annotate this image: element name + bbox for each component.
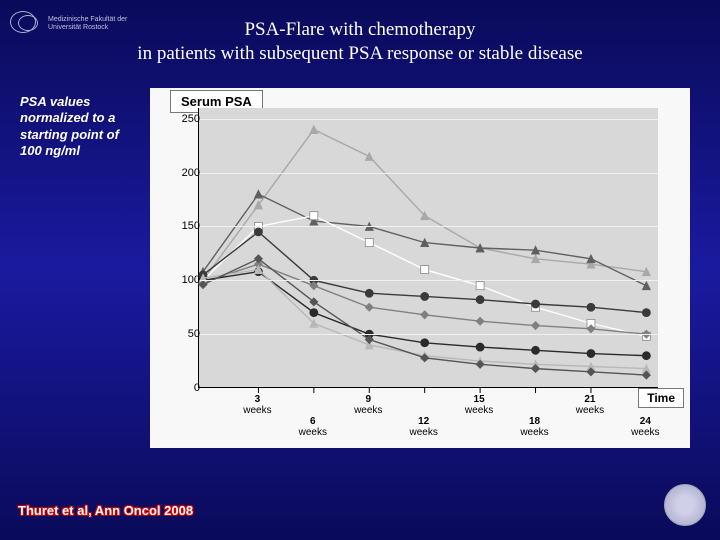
logo-swirl-icon [8,9,42,39]
grid-line [199,280,658,281]
citation: Thuret et al, Ann Oncol 2008 [18,503,193,518]
grid-line [199,334,658,335]
y-tick-label: 50 [180,328,200,340]
x-tick-label: 9weeks [348,394,388,416]
series-marker [254,228,262,236]
series-marker [365,303,373,311]
series-marker [254,190,262,198]
series-marker [532,322,540,330]
chart-x-label: Time [638,388,684,408]
grid-line [199,173,658,174]
series-marker [310,309,318,317]
psa-chart: Serum PSA Time 0501001502002503weeks9wee… [150,88,690,448]
y-tick-label: 250 [180,113,200,125]
series-marker [365,152,373,160]
series-marker [476,343,484,351]
y-axis-annotation: PSA values normalized to a starting poin… [20,94,140,159]
y-tick-label: 0 [180,382,200,394]
series-marker [421,339,429,347]
series-marker [587,303,595,311]
x-tick-label: 21weeks [570,394,610,416]
chart-svg [199,108,658,387]
series-marker [532,346,540,354]
series-marker [310,212,318,220]
series-marker [421,311,429,319]
y-tick-label: 150 [180,220,200,232]
x-tick-label: 24weeks [625,416,665,438]
chart-plot-area [198,108,658,388]
series-marker [476,296,484,304]
seal-icon [664,484,706,526]
x-tick-label: 18weeks [515,416,555,438]
series-marker [476,282,484,290]
grid-line [199,226,658,227]
title-line2: in patients with subsequent PSA response… [80,42,640,66]
slide-title: PSA-Flare with chemotherapy in patients … [80,18,640,66]
series-marker [476,317,484,325]
series-marker [642,282,650,290]
x-tick-label: 15weeks [459,394,499,416]
series-marker [532,300,540,308]
series-marker [365,239,373,247]
x-tick-label: 3weeks [237,394,277,416]
y-tick-label: 100 [180,274,200,286]
series-marker [421,266,429,274]
x-tick-label: 12weeks [404,416,444,438]
title-line1: PSA-Flare with chemotherapy [80,18,640,42]
series-marker [421,292,429,300]
series-marker [642,309,650,317]
series-marker [642,352,650,360]
series-marker [587,350,595,358]
series-marker [310,126,318,134]
y-tick-label: 200 [180,167,200,179]
x-tick-label: 6weeks [293,416,333,438]
grid-line [199,119,658,120]
series-marker [365,289,373,297]
